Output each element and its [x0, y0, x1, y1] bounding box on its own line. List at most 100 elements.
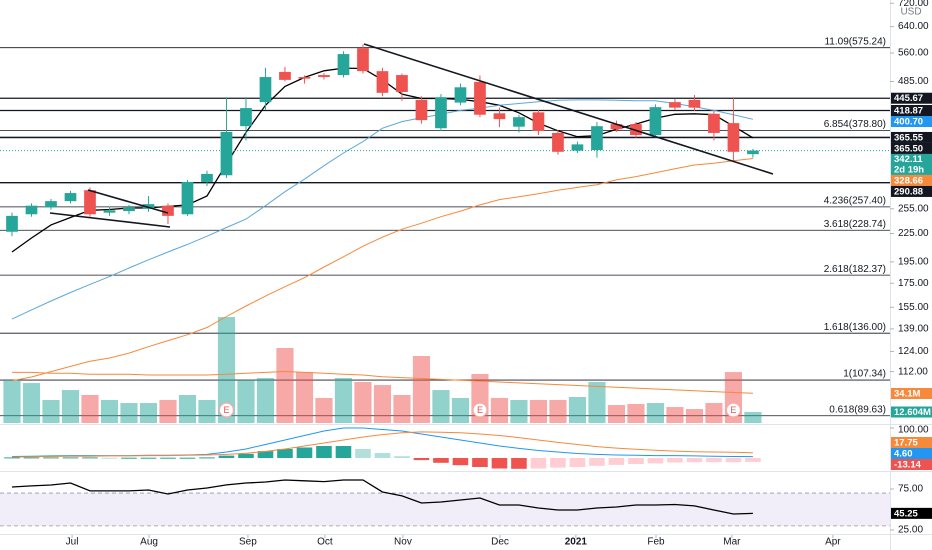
volume-bar — [373, 385, 392, 423]
y-tick-label: 124.00 — [898, 346, 929, 357]
macd-histogram-bar — [511, 458, 527, 469]
volume-bar — [549, 399, 567, 423]
volume-bar — [412, 356, 431, 423]
axis-label: 17.75 — [894, 438, 918, 449]
volume-bar — [451, 397, 470, 423]
axis-label-box — [891, 406, 932, 418]
macd-histogram-bar — [238, 453, 254, 458]
candle-body — [474, 81, 486, 115]
candle-body — [337, 54, 350, 76]
fib-label: 11.09(575.24) — [824, 36, 886, 47]
axis-label-box — [891, 388, 932, 399]
macd-histogram-bar — [82, 457, 98, 459]
volume-bar — [178, 395, 197, 423]
candle-body — [25, 205, 38, 215]
axis-label-box — [891, 448, 932, 459]
macd-histogram-bar — [43, 457, 59, 459]
volume-bar — [393, 395, 411, 423]
volume-bar — [666, 407, 684, 423]
x-tick-label: Feb — [647, 537, 665, 548]
axis-label-box — [891, 437, 932, 448]
volume-bar — [256, 377, 275, 423]
macd-histogram-bar — [452, 458, 469, 466]
event-label: E — [223, 405, 229, 415]
volume-bar — [432, 390, 450, 423]
axis-label: 2d 19h — [894, 165, 924, 176]
volume-bar — [237, 380, 255, 423]
candle-body — [240, 108, 252, 127]
volume-bar — [490, 397, 509, 423]
macd-histogram-bar — [550, 458, 566, 468]
axis-label: 34.1M — [894, 389, 920, 400]
rsi-line — [11, 479, 753, 515]
candle-body — [747, 150, 759, 155]
volume-bar — [295, 372, 314, 423]
event-marker — [725, 402, 742, 418]
macd-histogram-bar — [296, 447, 313, 458]
candle-body — [181, 181, 194, 215]
fib-label: 3.618(228.74) — [824, 219, 886, 230]
volume-bar — [334, 377, 353, 423]
axis-label-box — [891, 142, 932, 154]
macd-histogram-bar — [23, 457, 40, 459]
candle-body — [610, 124, 623, 130]
x-tick-label: Nov — [394, 537, 412, 548]
axis-label-box — [891, 185, 932, 197]
candle-body — [571, 144, 584, 151]
candle-body — [220, 131, 233, 176]
candle-body — [45, 201, 57, 208]
macd-histogram-bar — [745, 458, 761, 462]
candle-body — [727, 123, 740, 152]
event-marker — [472, 402, 488, 418]
trend-lines — [49, 43, 774, 228]
axis-label: 418.87 — [894, 106, 923, 117]
volume-bar — [276, 347, 294, 423]
y-tick-label: 100.00 — [898, 425, 929, 436]
y-tick-label: 225.00 — [898, 228, 929, 239]
volume-bar — [685, 409, 704, 423]
macd-histogram-bar — [628, 458, 644, 464]
axis-label: 12.604M — [894, 407, 931, 418]
axis-label-box — [891, 116, 932, 128]
fib-label: 0.618(89.63) — [829, 404, 886, 415]
candle-body — [532, 112, 545, 131]
fib-label: 2.618(182.37) — [824, 264, 886, 275]
axis-label: 328.66 — [894, 175, 923, 186]
axis-label-box — [891, 507, 932, 519]
x-tick-label: Jul — [66, 537, 79, 548]
moving-average — [11, 158, 753, 382]
candle-body — [162, 205, 174, 216]
volume-ma — [12, 370, 753, 394]
macd-histogram-bar — [725, 458, 742, 463]
event-marker — [218, 402, 235, 418]
x-tick-label: Apr — [825, 537, 841, 548]
fib-label: 6.854(378.80) — [824, 119, 886, 130]
currency-label: USD — [900, 7, 921, 18]
fib-label: 1.618(136.00) — [824, 322, 886, 333]
macd-histogram-bar — [140, 457, 157, 459]
rsi-band — [0, 493, 890, 526]
candle-body — [123, 207, 135, 212]
y-tick-label: 139.00 — [898, 324, 929, 335]
candle-body — [279, 71, 291, 80]
candle-body — [552, 132, 564, 152]
moving-average — [11, 99, 754, 320]
volume-bar — [627, 403, 645, 423]
volume-bar — [22, 383, 41, 423]
fib-label: 1(107.34) — [843, 369, 886, 380]
volume-bar — [315, 397, 333, 423]
macd-histogram-bar — [316, 446, 332, 458]
macd-histogram-bar — [413, 458, 430, 461]
y-tick-label: 485.00 — [898, 76, 929, 87]
axis-label-box — [891, 92, 932, 104]
candle-body — [591, 126, 603, 151]
macd-histogram-bar — [589, 458, 605, 466]
volume-bar — [705, 403, 723, 423]
volume-bar — [61, 390, 80, 423]
axis-label: 445.67 — [894, 93, 923, 104]
axis-label: 400.70 — [894, 117, 923, 128]
trend-line — [87, 189, 169, 214]
y-tick-label: 112.00 — [898, 366, 928, 377]
axis-label: 365.50 — [894, 143, 923, 154]
